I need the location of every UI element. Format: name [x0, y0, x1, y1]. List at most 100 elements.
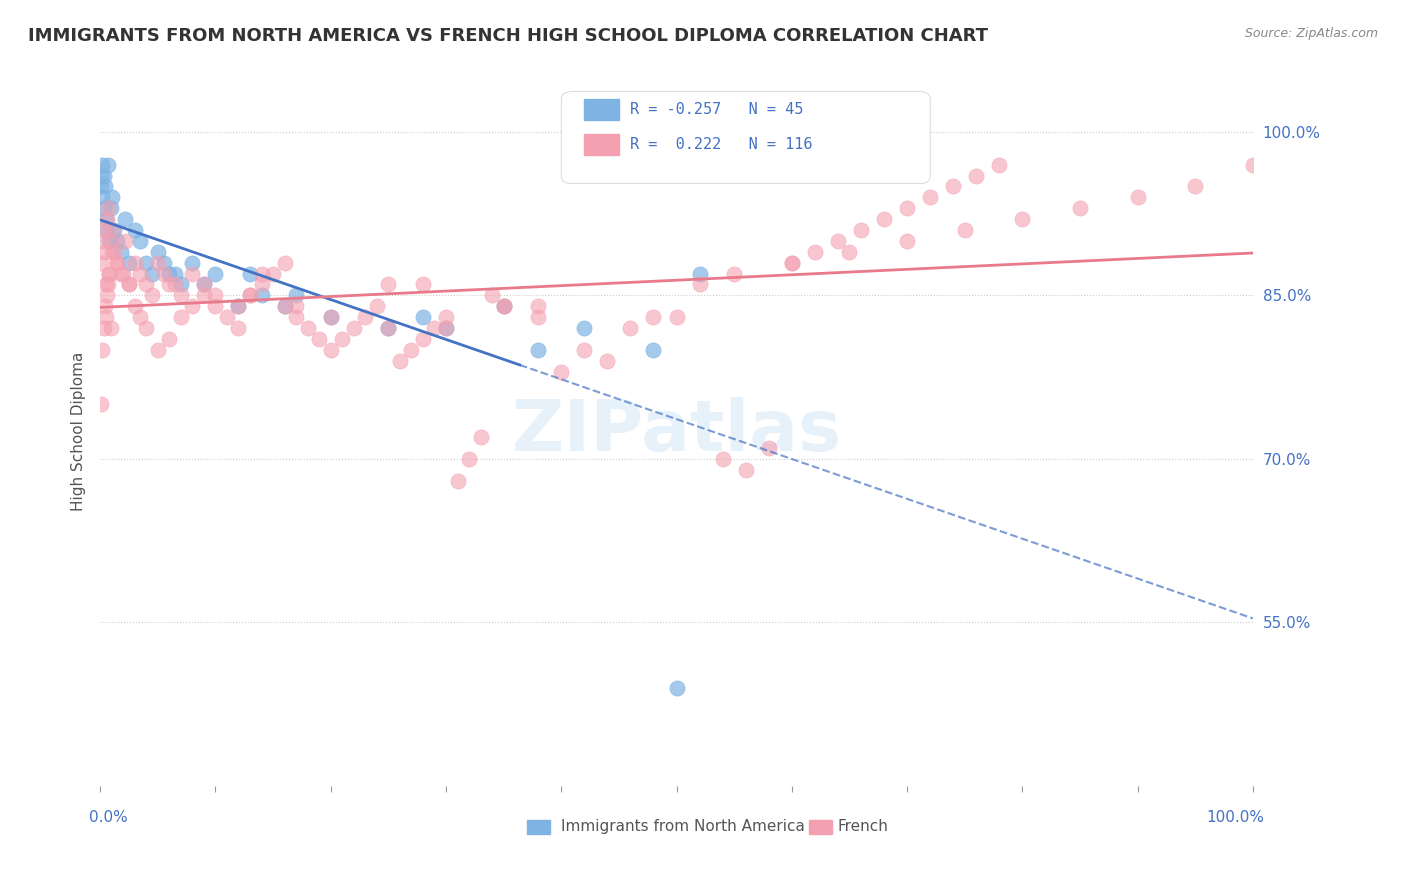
Point [492, 299, 515, 313]
Point [146, 255, 169, 269]
Point [170, 277, 193, 292]
Text: 100.0%: 100.0% [1206, 811, 1264, 825]
Point [481, 288, 503, 302]
Point [118, 277, 141, 292]
Point [239, 267, 262, 281]
Point [527, 310, 550, 325]
Point [689, 267, 711, 281]
Text: French: French [838, 819, 889, 833]
Point [377, 321, 399, 335]
Point [91, 234, 114, 248]
Point [96, 223, 118, 237]
Point [91, 190, 114, 204]
Point [596, 353, 619, 368]
Point [98, 267, 121, 281]
Point [643, 310, 665, 325]
Point [412, 332, 434, 346]
Point [129, 234, 152, 248]
Point [412, 277, 434, 292]
Point [401, 343, 423, 357]
Text: R =  0.222   N = 116: R = 0.222 N = 116 [630, 137, 813, 153]
Point [129, 267, 152, 281]
Point [193, 277, 215, 292]
Point [285, 310, 308, 325]
Point [90, 397, 112, 411]
Point [896, 234, 918, 248]
Point [239, 288, 262, 302]
Point [118, 277, 141, 292]
Point [165, 277, 187, 292]
Point [458, 451, 481, 466]
Point [250, 267, 273, 281]
Point [434, 321, 457, 335]
Point [377, 277, 399, 292]
Point [297, 321, 319, 335]
Bar [527, 820, 550, 834]
Point [838, 244, 860, 259]
Point [193, 288, 215, 302]
Point [319, 343, 342, 357]
Point [124, 223, 146, 237]
Point [204, 288, 226, 302]
Point [100, 201, 122, 215]
Point [96, 288, 118, 302]
Point [377, 321, 399, 335]
Point [91, 158, 114, 172]
Point [181, 255, 204, 269]
Point [170, 310, 193, 325]
Point [1069, 201, 1091, 215]
Point [96, 212, 118, 227]
Point [146, 244, 169, 259]
Point [135, 255, 157, 269]
Text: Source: ZipAtlas.com: Source: ZipAtlas.com [1244, 27, 1378, 40]
Point [965, 169, 987, 183]
Point [124, 255, 146, 269]
Point [97, 277, 120, 292]
Point [1184, 179, 1206, 194]
Point [103, 223, 125, 237]
Point [181, 267, 204, 281]
Point [135, 321, 157, 335]
Point [228, 299, 250, 313]
Point [250, 277, 273, 292]
Point [141, 288, 163, 302]
Point [165, 267, 187, 281]
Point [157, 277, 180, 292]
Point [285, 299, 308, 313]
Point [689, 277, 711, 292]
Point [152, 255, 174, 269]
Point [780, 255, 803, 269]
Point [157, 267, 180, 281]
Y-axis label: High School Diploma: High School Diploma [72, 351, 86, 511]
Point [920, 190, 942, 204]
Point [110, 244, 132, 259]
Point [574, 343, 596, 357]
Point [100, 190, 122, 204]
Point [273, 255, 295, 269]
Point [734, 463, 756, 477]
Point [146, 343, 169, 357]
Point [492, 299, 515, 313]
Point [262, 267, 284, 281]
Point [90, 169, 112, 183]
Point [354, 310, 377, 325]
Point [988, 158, 1011, 172]
Point [330, 332, 353, 346]
Point [665, 310, 688, 325]
Point [93, 179, 115, 194]
Point [100, 321, 122, 335]
Point [228, 321, 250, 335]
Point [412, 310, 434, 325]
Point [896, 201, 918, 215]
Point [93, 299, 115, 313]
Point [135, 277, 157, 292]
Point [215, 310, 238, 325]
Point [527, 299, 550, 313]
Point [112, 267, 135, 281]
Point [100, 223, 122, 237]
Point [873, 212, 896, 227]
Point [758, 441, 780, 455]
Point [492, 299, 515, 313]
Point [388, 353, 411, 368]
Point [98, 267, 121, 281]
